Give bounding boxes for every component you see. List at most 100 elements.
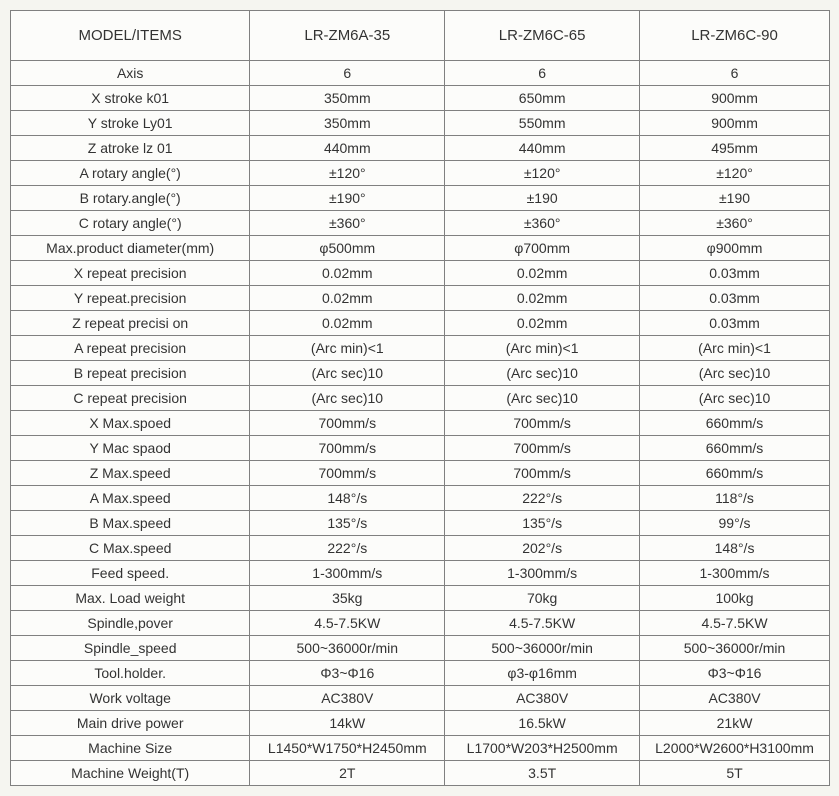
row-label: B rotary.angle(°) xyxy=(11,186,250,211)
row-value: 21kW xyxy=(640,711,830,736)
row-value: 0.03mm xyxy=(640,286,830,311)
row-value: (Arc min)<1 xyxy=(445,336,640,361)
row-value: 4.5-7.5KW xyxy=(640,611,830,636)
row-value: ±190 xyxy=(445,186,640,211)
row-value: 900mm xyxy=(640,86,830,111)
row-value: (Arc sec)10 xyxy=(640,361,830,386)
row-label: B Max.speed xyxy=(11,511,250,536)
table-body: Axis666X stroke k01350mm650mm900mmY stro… xyxy=(11,61,830,786)
row-value: ±190° xyxy=(250,186,445,211)
table-row: B Max.speed135°/s135°/s99°/s xyxy=(11,511,830,536)
row-label: Y repeat.precision xyxy=(11,286,250,311)
row-value: AC380V xyxy=(250,686,445,711)
table-row: B repeat precision(Arc sec)10(Arc sec)10… xyxy=(11,361,830,386)
row-label: Work voltage xyxy=(11,686,250,711)
row-value: 440mm xyxy=(250,136,445,161)
table-row: Work voltageAC380VAC380VAC380V xyxy=(11,686,830,711)
row-value: (Arc sec)10 xyxy=(250,386,445,411)
row-value: ±360° xyxy=(640,211,830,236)
row-value: 0.02mm xyxy=(445,261,640,286)
row-value: 4.5-7.5KW xyxy=(445,611,640,636)
row-label: X repeat precision xyxy=(11,261,250,286)
table-row: Feed speed.1-300mm/s1-300mm/s1-300mm/s xyxy=(11,561,830,586)
specs-table: MODEL/ITEMS LR-ZM6A-35 LR-ZM6C-65 LR-ZM6… xyxy=(10,10,830,786)
table-row: A repeat precision (Arc min)<1(Arc min)<1… xyxy=(11,336,830,361)
row-value: (Arc sec)10 xyxy=(640,386,830,411)
row-value: φ900mm xyxy=(640,236,830,261)
row-value: 500~36000r/min xyxy=(250,636,445,661)
row-value: 700mm/s xyxy=(445,436,640,461)
header-model-c: LR-ZM6C-90 xyxy=(640,11,830,61)
table-row: Z Max.speed700mm/s700mm/s660mm/s xyxy=(11,461,830,486)
row-value: 16.5kW xyxy=(445,711,640,736)
row-value: 135°/s xyxy=(445,511,640,536)
row-value: 500~36000r/min xyxy=(445,636,640,661)
table-row: Z repeat precisi on0.02mm0.02mm0.03mm xyxy=(11,311,830,336)
header-model-a: LR-ZM6A-35 xyxy=(250,11,445,61)
row-label: A Max.speed xyxy=(11,486,250,511)
row-label: Z repeat precisi on xyxy=(11,311,250,336)
table-row: X stroke k01350mm650mm900mm xyxy=(11,86,830,111)
row-value: 4.5-7.5KW xyxy=(250,611,445,636)
row-label: Machine Weight(T) xyxy=(11,761,250,786)
table-row: Y Mac spaod700mm/s700mm/s660mm/s xyxy=(11,436,830,461)
row-value: 148°/s xyxy=(250,486,445,511)
row-value: 202°/s xyxy=(445,536,640,561)
row-value: Φ3~Φ16 xyxy=(250,661,445,686)
row-value: 660mm/s xyxy=(640,461,830,486)
table-row: Max.product diameter(mm)φ500mmφ700mmφ900… xyxy=(11,236,830,261)
table-row: Spindle,pover4.5-7.5KW4.5-7.5KW4.5-7.5KW xyxy=(11,611,830,636)
row-value: ±120° xyxy=(640,161,830,186)
row-label: Max.product diameter(mm) xyxy=(11,236,250,261)
row-label: A repeat precision xyxy=(11,336,250,361)
row-value: 0.02mm xyxy=(250,311,445,336)
row-value: ±190 xyxy=(640,186,830,211)
table-row: Axis666 xyxy=(11,61,830,86)
row-value: L1450*W1750*H2450mm xyxy=(250,736,445,761)
table-row: Machine Weight(T)2T3.5T5T xyxy=(11,761,830,786)
row-value: 148°/s xyxy=(640,536,830,561)
row-value: (Arc min)<1 xyxy=(640,336,830,361)
row-label: Axis xyxy=(11,61,250,86)
row-value: 0.02mm xyxy=(445,286,640,311)
table-row: C repeat precision(Arc sec)10(Arc sec)10… xyxy=(11,386,830,411)
row-value: 900mm xyxy=(640,111,830,136)
table-row: Max. Load weight35kg70kg100kg xyxy=(11,586,830,611)
table-row: Y repeat.precision0.02mm0.02mm0.03mm xyxy=(11,286,830,311)
row-value: 222°/s xyxy=(445,486,640,511)
table-row: A Max.speed148°/s222°/s118°/s xyxy=(11,486,830,511)
row-value: AC380V xyxy=(445,686,640,711)
table-row: B rotary.angle(°)±190°±190±190 xyxy=(11,186,830,211)
row-value: (Arc sec)10 xyxy=(445,386,640,411)
row-value: 1-300mm/s xyxy=(640,561,830,586)
row-label: C repeat precision xyxy=(11,386,250,411)
row-value: 700mm/s xyxy=(445,411,640,436)
row-value: 1-300mm/s xyxy=(445,561,640,586)
row-value: 100kg xyxy=(640,586,830,611)
row-value: 550mm xyxy=(445,111,640,136)
row-value: 70kg xyxy=(445,586,640,611)
row-value: 2T xyxy=(250,761,445,786)
row-value: 5T xyxy=(640,761,830,786)
row-label: B repeat precision xyxy=(11,361,250,386)
row-value: ±120° xyxy=(250,161,445,186)
row-label: Main drive power xyxy=(11,711,250,736)
row-value: 0.02mm xyxy=(445,311,640,336)
row-value: 6 xyxy=(640,61,830,86)
table-row: Main drive power14kW16.5kW21kW xyxy=(11,711,830,736)
row-value: 0.02mm xyxy=(250,286,445,311)
row-label: A rotary angle(°) xyxy=(11,161,250,186)
table-row: X repeat precision0.02mm0.02mm0.03mm xyxy=(11,261,830,286)
row-value: 660mm/s xyxy=(640,411,830,436)
row-value: 118°/s xyxy=(640,486,830,511)
row-value: 6 xyxy=(250,61,445,86)
row-label: Spindle,pover xyxy=(11,611,250,636)
row-label: Spindle_speed xyxy=(11,636,250,661)
table-header-row: MODEL/ITEMS LR-ZM6A-35 LR-ZM6C-65 LR-ZM6… xyxy=(11,11,830,61)
row-label: X stroke k01 xyxy=(11,86,250,111)
row-value: 14kW xyxy=(250,711,445,736)
row-label: Y stroke Ly01 xyxy=(11,111,250,136)
row-label: C Max.speed xyxy=(11,536,250,561)
row-value: 650mm xyxy=(445,86,640,111)
row-value: 350mm xyxy=(250,86,445,111)
